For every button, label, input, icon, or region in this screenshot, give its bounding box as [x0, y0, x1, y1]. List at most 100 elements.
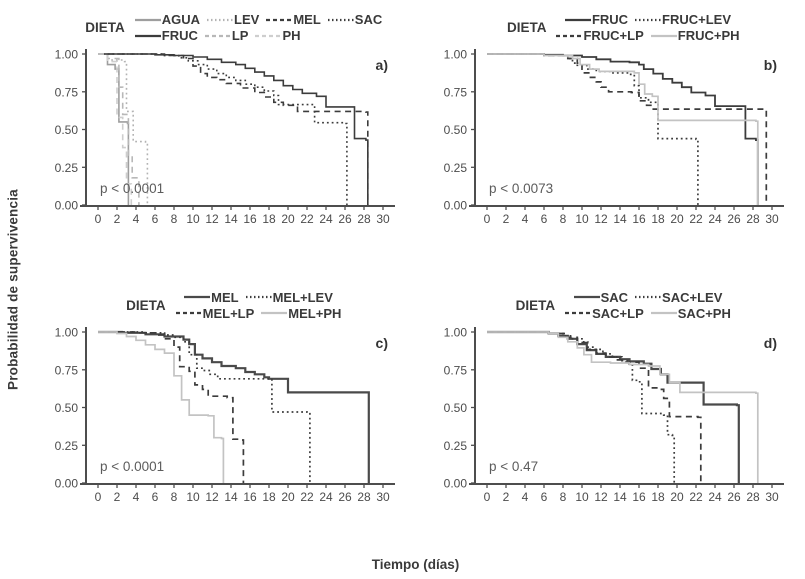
- x-tick-label: 30: [376, 490, 390, 504]
- legend-item-SAC+LEV: SAC+LEV: [635, 290, 722, 305]
- legend-label: FRUC+PH: [677, 28, 740, 43]
- x-tick-label: 0: [94, 212, 101, 226]
- legend-swatch-FRUC+LEV: [635, 18, 662, 21]
- x-tick-label: 22: [300, 490, 314, 504]
- series-line-FRUC+LP: [487, 53, 768, 205]
- legend-label: MEL: [293, 12, 321, 27]
- x-tick-label: 20: [281, 212, 295, 226]
- legend-swatch-MEL: [266, 18, 293, 21]
- x-tick-label: 8: [560, 212, 567, 226]
- x-tick-label: 26: [728, 212, 742, 226]
- legend-swatch-MEL+LP: [175, 311, 202, 315]
- legend-swatch-SAC+LEV: [635, 295, 662, 299]
- legend-label: SAC+LP: [592, 305, 644, 321]
- panel-label-c: c): [375, 335, 387, 351]
- panel-grid: DIETA AGUA LEV MEL SAC FRUC LP PH 0.00 0.25 0.50 0.…: [26, 0, 805, 555]
- x-tick-label: 0: [484, 212, 491, 226]
- x-tick-label: 4: [132, 490, 139, 504]
- x-tick-label: 20: [671, 490, 685, 504]
- x-tick-label: 6: [151, 212, 158, 226]
- x-tick-label: 8: [170, 212, 177, 226]
- x-tick-label: 12: [595, 212, 609, 226]
- legend-item-PH: PH: [255, 28, 301, 43]
- legend-item-MEL+LP: MEL+LP: [175, 305, 255, 321]
- survival-panel-d: DIETA SAC SAC+LEV SAC+LP SAC+PH 0.00 0.25 0.50 0…: [416, 278, 805, 556]
- x-tick-label: 28: [747, 490, 761, 504]
- x-tick-label: 20: [671, 212, 685, 226]
- x-tick-label: 28: [357, 212, 371, 226]
- x-tick-label: 2: [113, 212, 120, 226]
- legend-swatch-FRUC+PH: [650, 34, 677, 37]
- legend-item-AGUA: AGUA: [134, 12, 200, 27]
- series-line-SAC+LP: [487, 330, 702, 483]
- panel-label-b: b): [764, 57, 777, 73]
- y-tick-label: 0.25: [444, 438, 468, 452]
- legend-item-SAC: SAC: [573, 289, 629, 305]
- x-tick-label: 16: [633, 490, 647, 504]
- series-line-PH: [97, 53, 132, 205]
- series-line-FRUC: [97, 53, 369, 205]
- y-tick-label: 0.00: [444, 476, 468, 490]
- legend-label: MEL+PH: [288, 305, 342, 321]
- x-tick-label: 24: [709, 212, 723, 226]
- p-value-c: p < 0.0001: [100, 459, 164, 474]
- legend-label: MEL: [211, 289, 239, 305]
- x-axis-label: Tiempo (días): [371, 557, 460, 572]
- legend-item-FRUC+LP: FRUC+LP: [556, 28, 644, 43]
- x-tick-label: 14: [614, 212, 628, 226]
- x-tick-label: 28: [357, 490, 371, 504]
- series-line-SAC+PH: [487, 330, 759, 483]
- series-line-MEL+LP: [97, 330, 244, 483]
- y-tick-label: 0.50: [54, 401, 78, 415]
- x-tick-label: 28: [747, 212, 761, 226]
- legend-label: SAC: [600, 289, 629, 305]
- legend-swatch-SAC: [327, 18, 354, 21]
- legend-item-MEL+LEV: MEL+LEV: [245, 290, 333, 305]
- x-tick-label: 12: [595, 490, 609, 504]
- y-axis-label: Probabilidad de supervivencia: [5, 189, 21, 390]
- x-tick-label: 4: [132, 212, 139, 226]
- x-tick-label: 16: [243, 212, 257, 226]
- legend-label: FRUC: [591, 12, 629, 27]
- x-tick-label: 26: [728, 490, 742, 504]
- legend-swatch-PH: [255, 34, 282, 37]
- x-tick-label: 0: [484, 490, 491, 504]
- y-tick-label: 0.50: [54, 123, 78, 137]
- x-tick-label: 16: [633, 212, 647, 226]
- y-tick-label: 0.25: [54, 438, 78, 452]
- x-tick-label: 2: [503, 212, 510, 226]
- legend-swatch-FRUC: [134, 34, 161, 37]
- x-tick-label: 0: [94, 490, 101, 504]
- x-tick-label: 18: [652, 490, 666, 504]
- series-line-SAC+LEV: [487, 330, 676, 483]
- y-tick-label: 1.00: [444, 325, 468, 339]
- y-tick-label: 0.00: [444, 199, 468, 213]
- legend-swatch-MEL: [184, 295, 211, 299]
- legend-swatch-FRUC+LP: [556, 34, 583, 37]
- legend-title: DIETA: [126, 297, 166, 313]
- legend-a: DIETA AGUA LEV MEL SAC FRUC LP PH: [85, 12, 382, 43]
- survival-plot-a: 0.000.250.500.751.000 2 4 6 8 10 12 14 16 18 20 22 2…: [54, 48, 395, 226]
- legend-title: DIETA: [506, 20, 547, 35]
- y-tick-label: 0.50: [444, 123, 468, 137]
- legend-swatch-SAC+LP: [565, 311, 592, 315]
- legend-swatch-FRUC: [564, 18, 591, 21]
- legend-label: SAC+PH: [677, 305, 731, 321]
- p-value-d: p < 0.47: [489, 459, 538, 474]
- series-line-FRUC+PH: [487, 53, 759, 205]
- survival-plot-b: 0.000.250.500.751.000 2 4 6 8 10 12 14 16 18 20 22 2…: [444, 48, 785, 226]
- x-tick-label: 6: [151, 490, 158, 504]
- series-line-MEL+LEV: [97, 330, 311, 483]
- legend-item-FRUC+LEV: FRUC+LEV: [635, 12, 731, 27]
- x-tick-label: 26: [338, 212, 352, 226]
- legend-swatch-MEL+LEV: [245, 295, 272, 299]
- y-tick-label: 0.25: [444, 161, 468, 175]
- x-tick-label: 22: [690, 212, 704, 226]
- legend-item-LEV: LEV: [207, 12, 259, 27]
- legend-label: MEL+LP: [202, 305, 255, 321]
- x-tick-label: 24: [319, 490, 333, 504]
- y-tick-label: 1.00: [444, 48, 468, 62]
- y-tick-label: 0.75: [54, 85, 78, 99]
- p-value-a: p < 0.0001: [100, 181, 164, 196]
